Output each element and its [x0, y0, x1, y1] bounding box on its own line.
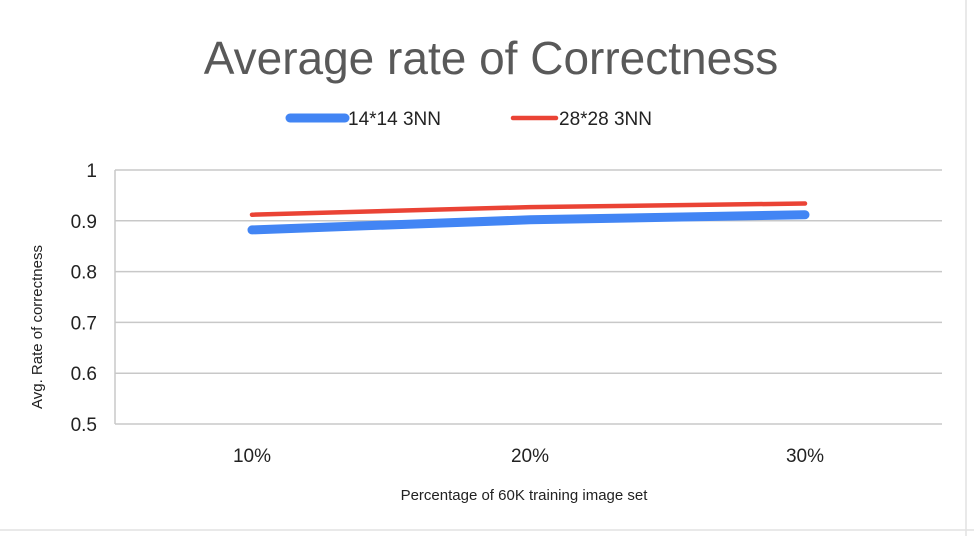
- y-tick-label: 0.8: [71, 263, 97, 284]
- x-axis-title: Percentage of 60K training image set: [401, 487, 649, 504]
- x-tick-label: 30%: [786, 446, 824, 467]
- x-tick-label: 10%: [233, 446, 271, 467]
- legend-label: 28*28 3NN: [559, 109, 652, 130]
- y-axis-title: Avg. Rate of correctness: [29, 245, 46, 409]
- series-line-1: [252, 215, 805, 230]
- series-lines: [252, 203, 805, 229]
- y-axis-ticks: 0.5 0.6 0.7 0.8 0.9 1: [71, 161, 97, 436]
- y-tick-label: 0.6: [71, 364, 97, 385]
- legend: 14*14 3NN 28*28 3NN: [290, 109, 652, 130]
- y-tick-label: 0.7: [71, 313, 97, 334]
- y-tick-label: 0.9: [71, 212, 97, 233]
- x-axis-ticks: 10% 20% 30%: [233, 446, 824, 467]
- chart-title: Average rate of Correctness: [204, 32, 778, 84]
- y-tick-label: 1: [86, 161, 97, 182]
- legend-label: 14*14 3NN: [348, 109, 441, 130]
- x-tick-label: 20%: [511, 446, 549, 467]
- y-tick-label: 0.5: [71, 415, 97, 436]
